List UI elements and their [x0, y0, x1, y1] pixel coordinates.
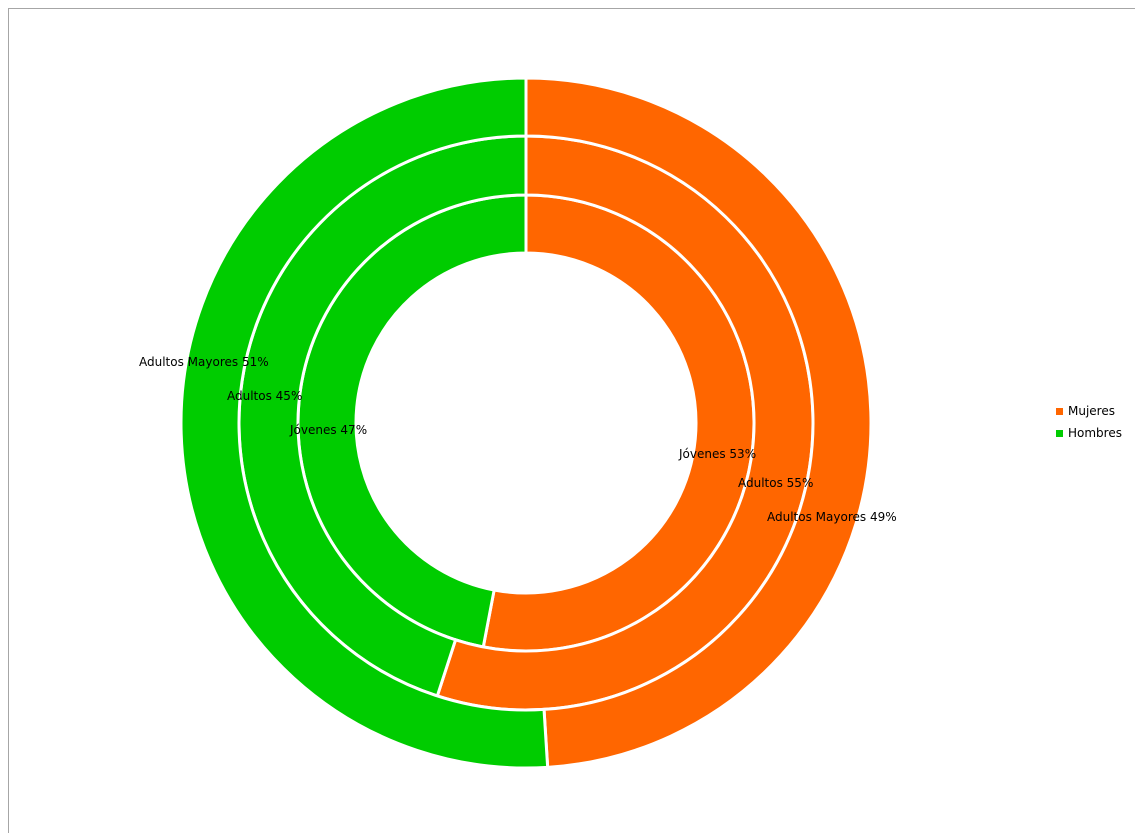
data-label-jovenes-mujeres: Jóvenes 53%	[678, 447, 756, 461]
legend-swatch-mujeres	[1056, 407, 1063, 415]
legend-item-hombres: Hombres	[1056, 422, 1135, 444]
data-label-jovenes-hombres: Jóvenes 47%	[289, 423, 367, 437]
legend-swatch-hombres	[1056, 429, 1063, 437]
legend-item-mujeres: Mujeres	[1056, 400, 1135, 422]
legend-label-mujeres: Mujeres	[1068, 404, 1115, 418]
legend-label-hombres: Hombres	[1068, 426, 1122, 440]
data-label-adultos-hombres: Adultos 45%	[227, 389, 302, 403]
slice-adultos-mayores-hombres	[179, 76, 550, 770]
data-label-adultos-mayores-mujeres: Adultos Mayores 49%	[767, 510, 897, 524]
data-label-adultos-mujeres: Adultos 55%	[738, 476, 813, 490]
slice-adultos-mayores-mujeres	[524, 76, 873, 769]
rings-group	[179, 76, 873, 770]
labels-group: Jóvenes 53% Jóvenes 47% Adultos 55% Adultos…	[139, 355, 897, 524]
legend: Mujeres Hombres	[1056, 400, 1135, 444]
data-label-adultos-mayores-hombres: Adultos Mayores 51%	[139, 355, 269, 369]
